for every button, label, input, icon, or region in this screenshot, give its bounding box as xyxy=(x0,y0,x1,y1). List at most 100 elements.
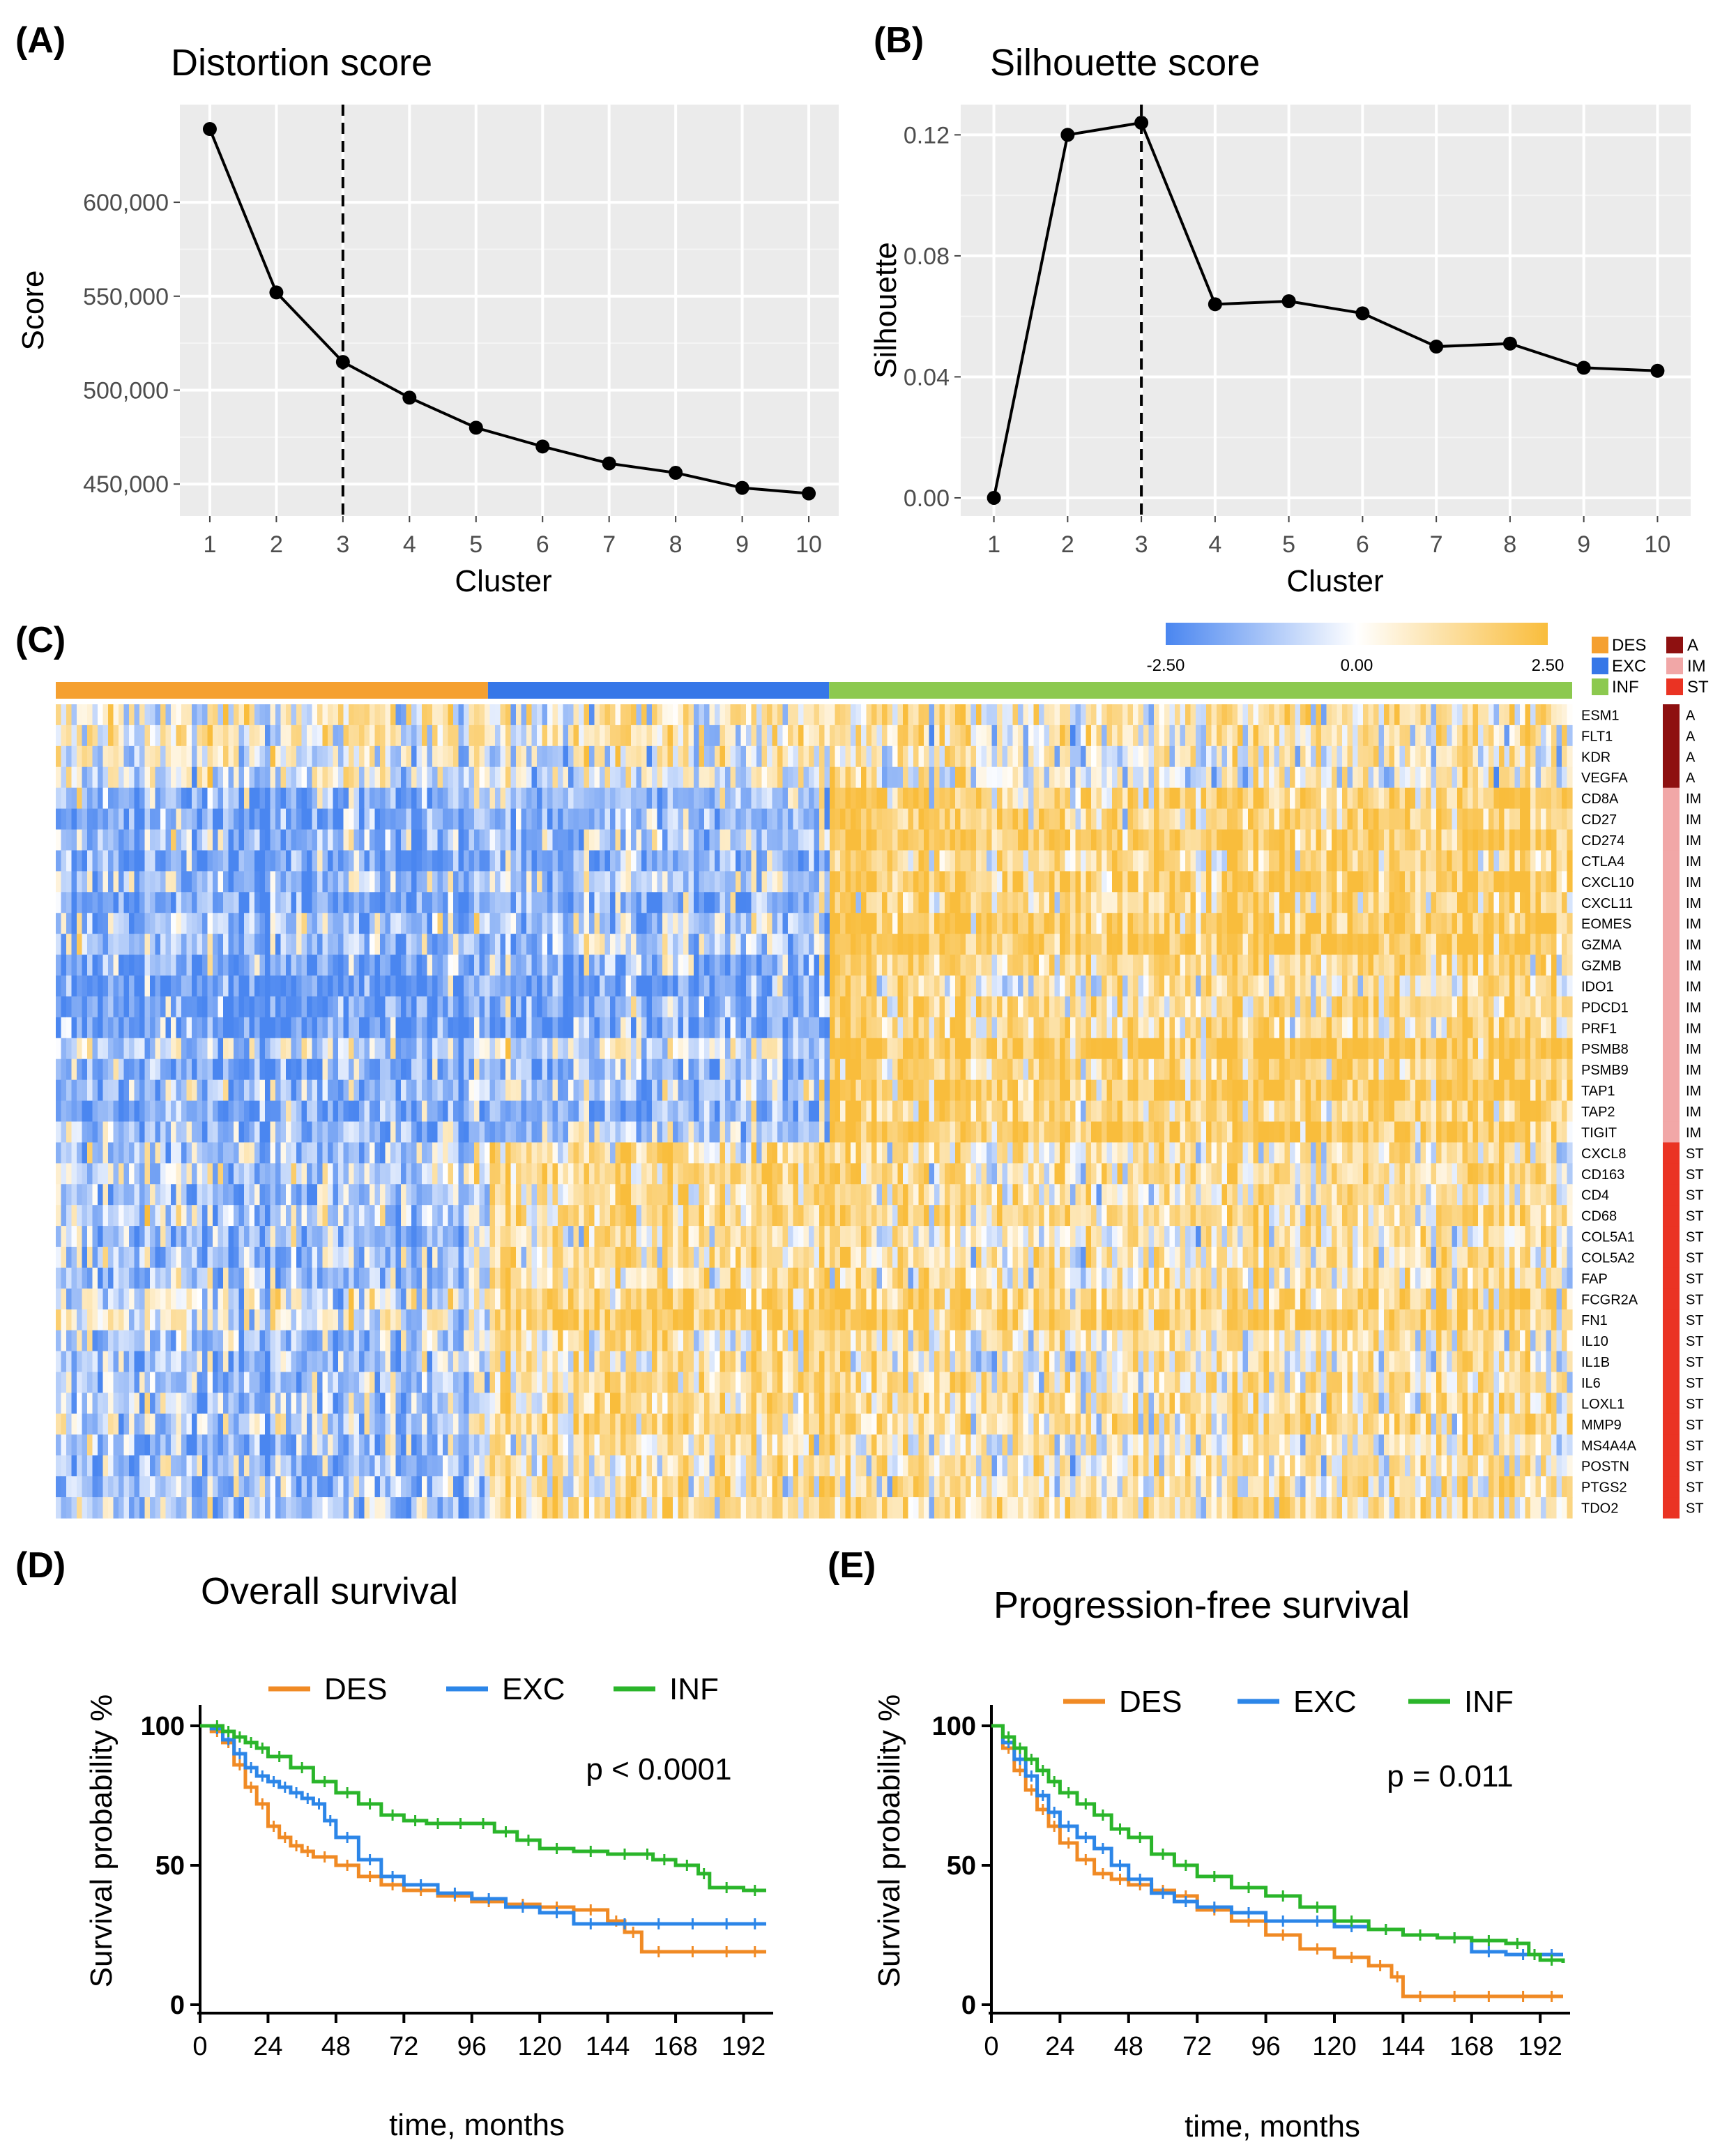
heatmap-cell xyxy=(307,1017,313,1039)
heatmap-cell xyxy=(66,808,73,830)
heatmap-cell xyxy=(1525,787,1531,810)
heatmap-cell xyxy=(349,1038,355,1060)
heatmap-cell xyxy=(1567,829,1573,851)
heatmap-cell xyxy=(123,892,130,913)
heatmap-cell xyxy=(443,913,449,934)
heatmap-cell xyxy=(1258,996,1265,1018)
heatmap-cell xyxy=(604,745,611,768)
heatmap-cell xyxy=(1065,724,1071,747)
heatmap-cell xyxy=(579,913,585,934)
heatmap-cell xyxy=(563,976,569,997)
heatmap-cell xyxy=(1217,745,1223,768)
heatmap-cell xyxy=(646,892,653,913)
heatmap-cell xyxy=(301,787,307,810)
heatmap-cell xyxy=(756,808,763,830)
heatmap-cell xyxy=(1232,850,1238,872)
heatmap-cell xyxy=(1054,808,1060,830)
heatmap-cell xyxy=(934,850,941,872)
heatmap-cell xyxy=(353,808,360,830)
heatmap-cell xyxy=(1357,976,1364,997)
heatmap-cell xyxy=(479,745,485,768)
heatmap-cell xyxy=(411,808,418,830)
heatmap-cell xyxy=(144,808,151,830)
heatmap-cell xyxy=(641,871,648,893)
heatmap-cell xyxy=(521,745,527,768)
heatmap-cell xyxy=(552,850,558,872)
a-x-tick-label: 1 xyxy=(203,531,216,558)
heatmap-cell xyxy=(1221,892,1228,913)
heatmap-cell xyxy=(1075,996,1081,1018)
heatmap-cell xyxy=(139,871,146,893)
heatmap-cell xyxy=(913,808,920,830)
heatmap-cell xyxy=(119,829,125,851)
heatmap-cell xyxy=(244,704,250,726)
heatmap-cell xyxy=(1232,724,1238,747)
heatmap-cell xyxy=(254,850,261,872)
heatmap-cell xyxy=(814,745,820,768)
heatmap-cell xyxy=(803,934,809,955)
heatmap-cell xyxy=(876,934,883,955)
heatmap-cell xyxy=(939,704,945,726)
heatmap-cell xyxy=(218,704,224,726)
heatmap-cell xyxy=(270,829,276,851)
heatmap-cell xyxy=(328,745,334,768)
heatmap-cell xyxy=(887,996,893,1018)
heatmap-cell xyxy=(139,850,146,872)
heatmap-cell xyxy=(280,996,287,1018)
heatmap-cell xyxy=(767,976,773,997)
heatmap-cell xyxy=(1258,1017,1265,1039)
heatmap-cell xyxy=(171,892,177,913)
heatmap-cell xyxy=(1159,808,1165,830)
heatmap-cell xyxy=(1070,892,1076,913)
heatmap-cell xyxy=(573,976,579,997)
heatmap-cell xyxy=(1337,871,1343,893)
heatmap-cell xyxy=(1159,934,1165,955)
heatmap-cell xyxy=(134,724,140,747)
heatmap-cell xyxy=(542,829,548,851)
heatmap-cell xyxy=(275,1017,282,1039)
heatmap-cell xyxy=(809,745,815,768)
heatmap-cell xyxy=(1363,704,1369,726)
heatmap-cell xyxy=(772,704,778,726)
heatmap-cell xyxy=(767,787,773,810)
heatmap-cell xyxy=(238,850,245,872)
heatmap-cell xyxy=(1546,704,1552,726)
heatmap-cell xyxy=(234,934,240,955)
heatmap-cell xyxy=(1044,955,1050,976)
heatmap-cell xyxy=(1138,934,1144,955)
heatmap-cell xyxy=(244,724,250,747)
heatmap-cell xyxy=(667,1038,673,1060)
heatmap-cell xyxy=(1420,850,1426,872)
heatmap-cell xyxy=(280,808,287,830)
heatmap-cell xyxy=(270,892,276,913)
heatmap-cell xyxy=(934,934,941,955)
heatmap-cell xyxy=(291,766,297,789)
heatmap-cell xyxy=(385,808,391,830)
heatmap-cell xyxy=(427,976,433,997)
heatmap-cell xyxy=(604,976,611,997)
heatmap-cell xyxy=(181,766,188,789)
heatmap-cell xyxy=(171,934,177,955)
heatmap-cell xyxy=(1138,892,1144,913)
heatmap-cell xyxy=(312,913,318,934)
heatmap-cell xyxy=(1070,724,1076,747)
heatmap-cell xyxy=(1415,724,1422,747)
heatmap-cell xyxy=(1426,850,1432,872)
heatmap-cell xyxy=(552,996,558,1018)
heatmap-cell xyxy=(641,1017,648,1039)
heatmap-cell xyxy=(876,871,883,893)
heatmap-cell xyxy=(139,1038,146,1060)
heatmap-cell xyxy=(584,996,590,1018)
heatmap-cell xyxy=(1504,787,1510,810)
heatmap-cell xyxy=(1447,787,1453,810)
heatmap-cell xyxy=(1028,829,1035,851)
heatmap-cell xyxy=(715,704,721,726)
heatmap-cell xyxy=(406,766,412,789)
heatmap-cell xyxy=(740,808,747,830)
heatmap-cell xyxy=(1248,829,1254,851)
heatmap-cell xyxy=(129,1017,135,1039)
heatmap-cell xyxy=(165,724,172,747)
heatmap-cell xyxy=(464,787,470,810)
heatmap-cell xyxy=(715,996,721,1018)
heatmap-cell xyxy=(61,808,67,830)
